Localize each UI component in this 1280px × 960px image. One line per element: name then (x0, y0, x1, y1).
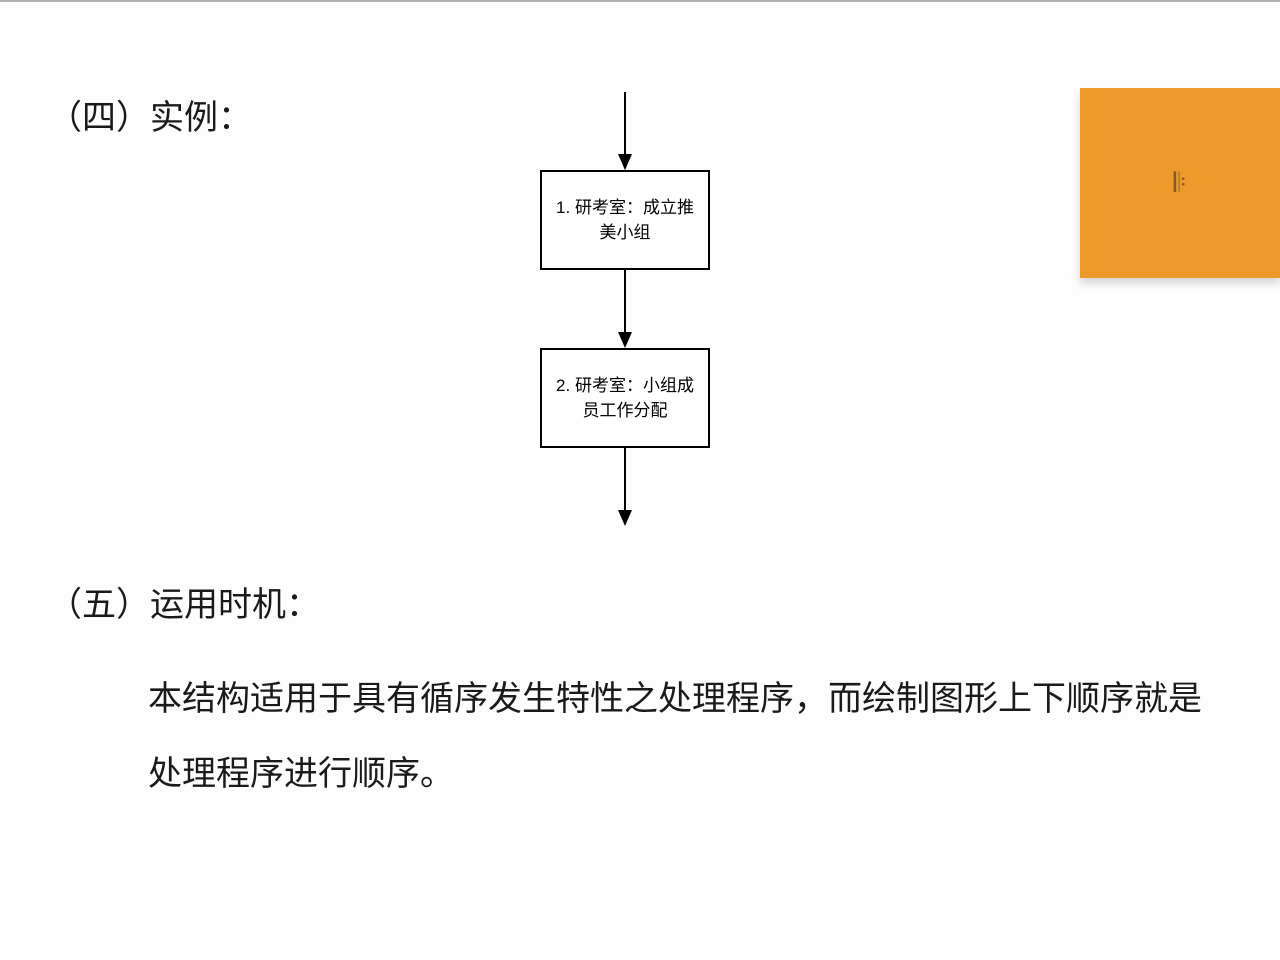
arrow-2 (617, 270, 633, 350)
section-4-heading: （四）实例： (48, 90, 252, 139)
flow-node-2: 2. 研考室：小组成员工作分配 (540, 348, 710, 448)
section-5-heading: （五）运用时机： (48, 577, 320, 626)
arrow-3 (617, 448, 633, 528)
arrow-1-head (617, 92, 633, 172)
orange-panel: 𝄆 (1080, 88, 1280, 278)
flowchart-container: 1. 研考室：成立推美小组 2. 研考室：小组成员工作分配 (540, 92, 710, 532)
orange-panel-glyph: 𝄆 (1174, 167, 1187, 199)
section-5-body: 本结构适用于具有循序发生特性之处理程序，而绘制图形上下顺序就是处理程序进行顺序。 (148, 662, 1208, 812)
flow-node-1: 1. 研考室：成立推美小组 (540, 170, 710, 270)
